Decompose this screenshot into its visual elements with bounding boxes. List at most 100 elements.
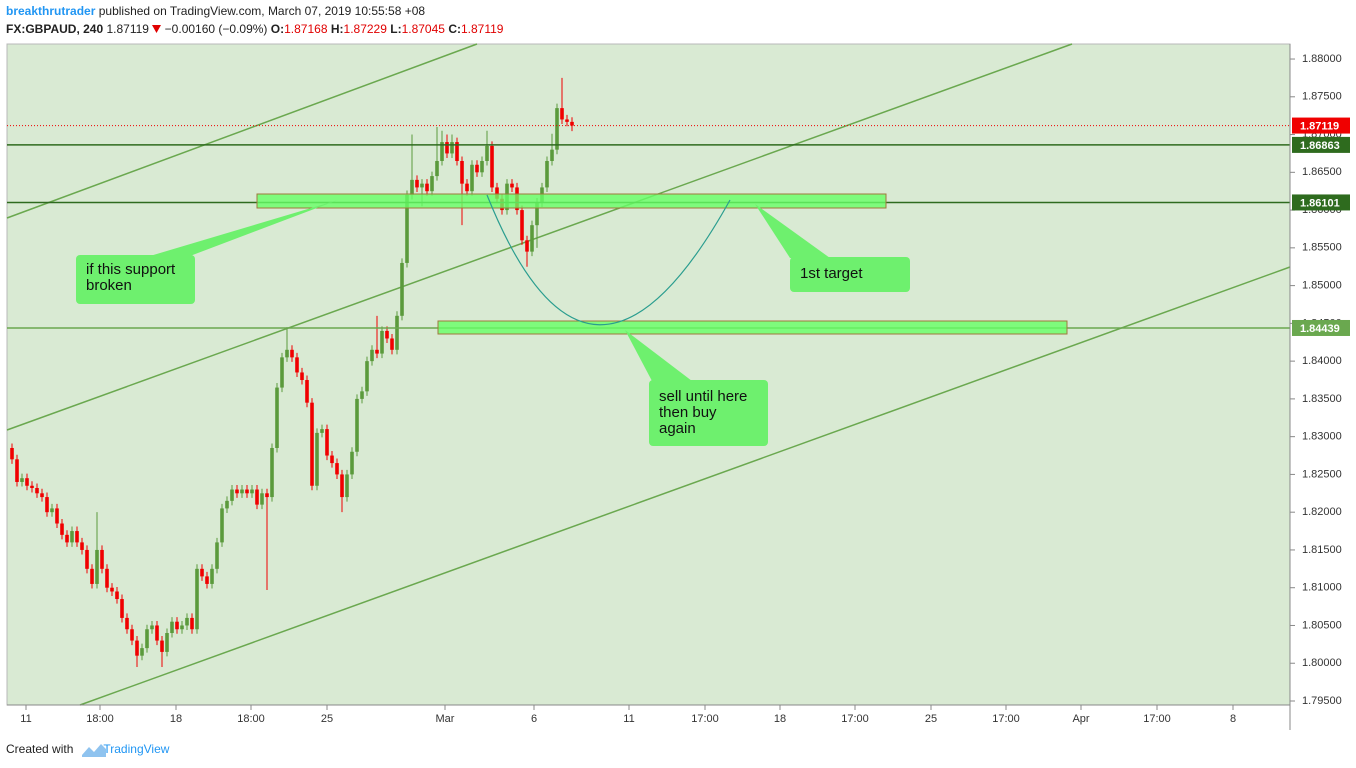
callout-line: if this support <box>86 261 176 278</box>
x-tick-label: 18 <box>170 713 182 725</box>
candle-body <box>270 447 274 498</box>
candle-body <box>400 262 404 316</box>
candle-body <box>490 145 494 188</box>
price-marker <box>1292 117 1350 134</box>
candle-body <box>185 617 189 626</box>
candle-body <box>275 387 279 448</box>
candle-body <box>45 497 49 513</box>
l-label: L: <box>390 22 402 36</box>
price-marker-label: 1.84439 <box>1300 323 1340 335</box>
candle-body <box>445 142 449 154</box>
candle-body <box>310 402 314 486</box>
candle-body <box>80 542 84 550</box>
y-tick-label: 1.87500 <box>1302 91 1342 103</box>
candle-body <box>430 176 434 192</box>
x-tick-label: 18 <box>774 713 786 725</box>
candle-body <box>145 629 149 649</box>
callout-pointer <box>150 200 338 256</box>
candle-body <box>435 160 439 177</box>
candle-body <box>165 633 169 652</box>
candle-body <box>15 459 19 482</box>
y-tick-label: 1.79500 <box>1302 695 1342 707</box>
x-tick-label: 17:00 <box>992 713 1020 725</box>
candle-body <box>465 183 469 192</box>
y-tick-label: 1.80000 <box>1302 657 1342 669</box>
candle-body <box>160 640 164 652</box>
candle-body <box>115 591 119 600</box>
y-tick-label: 1.84000 <box>1302 355 1342 367</box>
callout-text: sell until here then buy again <box>659 388 747 437</box>
candle-body <box>390 338 394 350</box>
callout-pointer <box>625 330 692 381</box>
author: breakthrutrader <box>6 4 96 18</box>
candle-body <box>425 183 429 192</box>
open-value: 1.87168 <box>284 22 328 36</box>
candle-body <box>190 617 194 630</box>
y-tick-label: 1.85000 <box>1302 280 1342 292</box>
callout-text: 1st target <box>800 265 863 282</box>
target-zone <box>437 320 1068 335</box>
candle-body <box>460 160 464 184</box>
plot-area <box>6 43 1291 706</box>
x-tick-label: 8 <box>1230 713 1236 725</box>
published: published on TradingView.com, March 07, … <box>98 4 426 18</box>
header-quote: FX:GBPAUD, 240 1.87119 −0.00160 (−0.09%)… <box>6 22 503 36</box>
candle-body <box>85 549 89 569</box>
candle-body <box>340 474 344 498</box>
candle-body <box>455 142 459 161</box>
callout-pointer <box>755 204 830 258</box>
candle-body <box>510 183 514 188</box>
candle-body <box>570 121 574 126</box>
y-tick-label: 1.86500 <box>1302 166 1342 178</box>
candle-body <box>295 357 299 373</box>
high-value: 1.87229 <box>343 22 387 36</box>
candle-body <box>120 599 124 618</box>
channel-line <box>6 43 478 219</box>
brand[interactable]: TradingView <box>103 742 170 756</box>
candle-body <box>405 194 409 263</box>
o-label: O: <box>270 22 285 36</box>
callout-line: then buy <box>659 404 717 421</box>
candle-body <box>95 549 99 584</box>
candle-body <box>195 568 199 630</box>
trendlines <box>6 43 1291 706</box>
candle-body <box>75 531 79 543</box>
candle-body <box>210 568 214 584</box>
x-tick-label: Mar <box>436 713 455 725</box>
candle-body <box>550 149 554 161</box>
channel-line <box>6 43 1073 431</box>
symbol: FX:GBPAUD, 240 <box>6 22 104 36</box>
candle-body <box>290 349 294 358</box>
y-tick-label: 1.88000 <box>1302 53 1342 65</box>
created-with: Created with <box>6 742 74 756</box>
candle-body <box>105 568 109 588</box>
candle-body <box>325 429 329 456</box>
candle-body <box>130 629 134 641</box>
close-value: 1.87119 <box>460 22 504 36</box>
h-label: H: <box>330 22 344 36</box>
candle-body <box>370 349 374 362</box>
price-marker-label: 1.87119 <box>1300 120 1339 132</box>
callout-box <box>649 380 768 446</box>
candle-body <box>205 576 209 584</box>
candle-body <box>265 493 269 498</box>
candle-body <box>520 210 524 241</box>
candle-body <box>70 531 74 543</box>
candle-body <box>530 225 534 252</box>
logo <box>82 744 106 757</box>
candle-body <box>20 478 24 482</box>
x-tick-label: 17:00 <box>1143 713 1171 725</box>
y-tick-label: 1.85500 <box>1302 242 1342 254</box>
candle-body <box>170 621 174 634</box>
candle-body <box>240 489 244 494</box>
candle-body <box>50 508 54 513</box>
callout-line: broken <box>86 277 132 294</box>
candle-body <box>200 568 204 577</box>
candle-body <box>495 187 499 199</box>
candle-body <box>90 568 94 584</box>
projection-curve <box>486 194 731 326</box>
candle-body <box>485 145 489 161</box>
candle-body <box>345 474 349 498</box>
price-marker-label: 1.86101 <box>1300 197 1340 209</box>
